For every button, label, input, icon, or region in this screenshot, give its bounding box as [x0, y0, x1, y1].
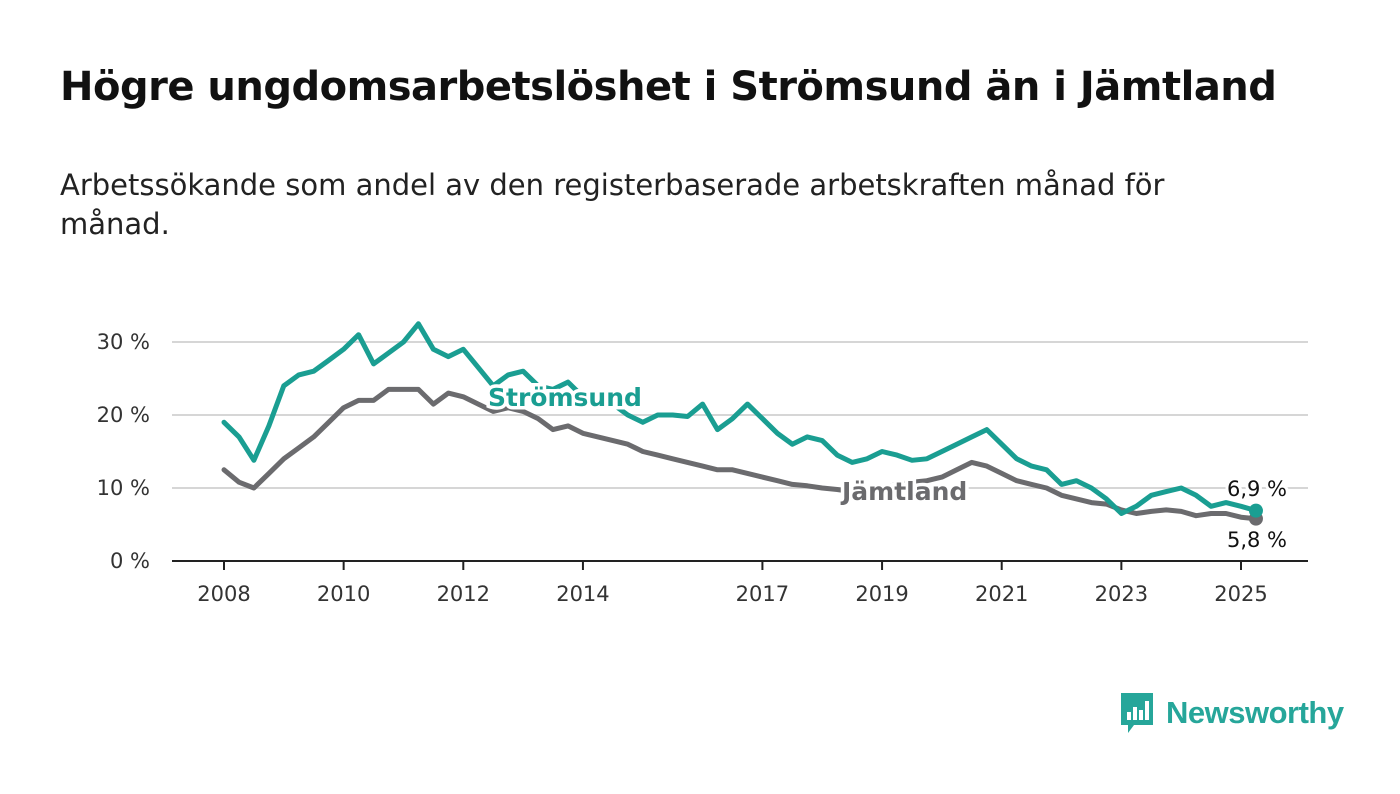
series-labels: Strömsund Jämtland 6,9 % 5,8 %: [485, 380, 1291, 556]
x-axis: 2008 2010 2012 2014 2017 2019 2021 2023 2025: [172, 560, 1308, 606]
y-tick-label: 10 %: [97, 476, 150, 500]
series-line-stromsund: [221, 321, 1259, 516]
x-tick-label: 2010: [317, 582, 370, 606]
bar-chart-speech-bubble-icon: [1121, 693, 1153, 733]
y-tick-label: 0 %: [110, 549, 150, 573]
gridlines: [172, 341, 1308, 489]
x-tick-label: 2012: [437, 582, 490, 606]
x-tick-label: 2014: [556, 582, 609, 606]
newsworthy-logo: Newsworthy: [1118, 690, 1344, 736]
end-point-stromsund: [1248, 503, 1263, 518]
series-label-jamtland: Jämtland: [840, 477, 967, 506]
series-lines: [221, 321, 1263, 526]
y-tick-label: 20 %: [97, 403, 150, 427]
series-line-jamtland: [221, 386, 1259, 522]
x-tick-label: 2017: [736, 582, 789, 606]
x-tick-label: 2023: [1095, 582, 1148, 606]
x-tick-label: 2019: [855, 582, 908, 606]
y-tick-label: 30 %: [97, 330, 150, 354]
y-axis-ticks: 0 % 10 % 20 % 30 %: [97, 330, 150, 573]
series-label-stromsund: Strömsund: [488, 383, 642, 412]
x-tick-label: 2025: [1214, 582, 1267, 606]
x-tick-label: 2021: [975, 582, 1028, 606]
chart-subtitle: Arbetssökande som andel av den registerb…: [60, 168, 1165, 241]
end-value-label-stromsund: 6,9 %: [1227, 477, 1287, 501]
chart-title: Högre ungdomsarbetslöshet i Strömsund än…: [60, 64, 1277, 110]
brand-name: Newsworthy: [1166, 695, 1344, 730]
end-value-label-jamtland: 5,8 %: [1227, 528, 1287, 552]
x-tick-label: 2008: [197, 582, 250, 606]
